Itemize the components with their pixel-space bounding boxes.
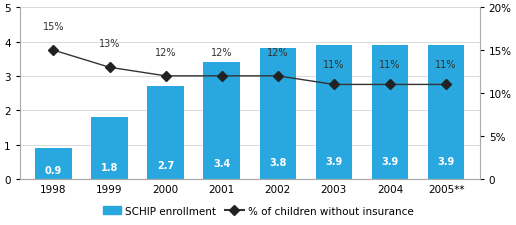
Text: 15%: 15% bbox=[43, 22, 64, 32]
Text: 3.8: 3.8 bbox=[269, 157, 286, 167]
Bar bbox=[91, 117, 128, 179]
Text: 12%: 12% bbox=[211, 48, 233, 58]
Bar bbox=[428, 46, 464, 179]
Bar bbox=[260, 49, 296, 179]
Text: 11%: 11% bbox=[323, 60, 345, 70]
Text: 3.9: 3.9 bbox=[325, 157, 343, 167]
Text: 12%: 12% bbox=[267, 48, 288, 58]
Bar bbox=[148, 87, 184, 179]
Bar bbox=[203, 63, 240, 179]
Text: 11%: 11% bbox=[436, 60, 457, 70]
Text: 11%: 11% bbox=[379, 60, 400, 70]
Bar bbox=[35, 148, 72, 179]
Text: 12%: 12% bbox=[155, 48, 176, 58]
Text: 2.7: 2.7 bbox=[157, 160, 174, 170]
Text: 3.4: 3.4 bbox=[213, 158, 230, 168]
Text: 0.9: 0.9 bbox=[45, 165, 62, 175]
Text: 3.9: 3.9 bbox=[438, 157, 455, 167]
Bar bbox=[372, 46, 408, 179]
Text: 3.9: 3.9 bbox=[381, 157, 398, 167]
Bar bbox=[316, 46, 352, 179]
Legend: SCHIP enrollment, % of children without insurance: SCHIP enrollment, % of children without … bbox=[99, 202, 417, 220]
Text: 13%: 13% bbox=[99, 39, 120, 49]
Text: 1.8: 1.8 bbox=[101, 162, 118, 172]
